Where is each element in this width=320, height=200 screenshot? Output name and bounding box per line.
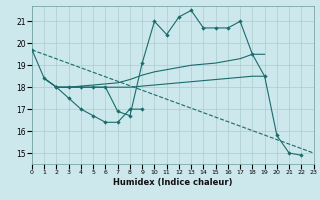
X-axis label: Humidex (Indice chaleur): Humidex (Indice chaleur) <box>113 178 233 187</box>
